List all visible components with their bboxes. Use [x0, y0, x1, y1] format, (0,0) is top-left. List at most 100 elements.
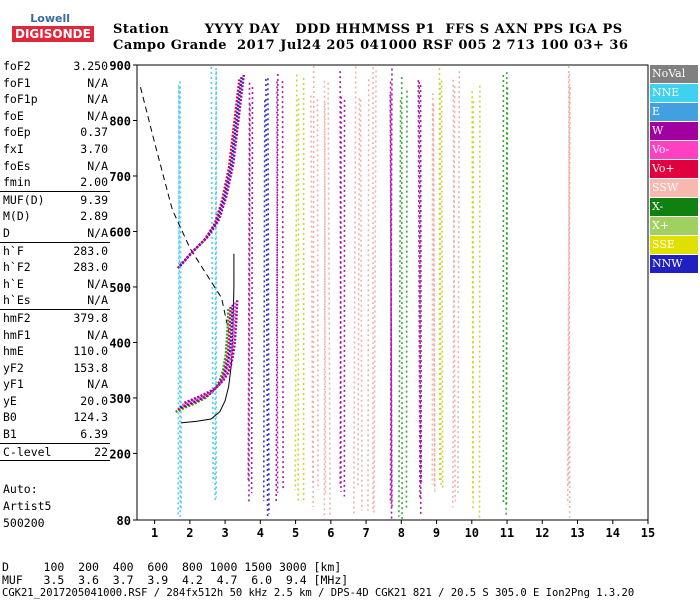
x-tick-label: 12 [535, 526, 549, 540]
interference-column [505, 87, 509, 517]
param-separator [0, 460, 110, 462]
x-tick-label: 6 [327, 526, 334, 540]
interference-column [327, 82, 331, 517]
param-value: 379.8 [73, 310, 108, 325]
param-value: 3.70 [80, 141, 108, 156]
param-label: hmF1 [3, 327, 31, 342]
y-tick-label: 800 [109, 114, 131, 128]
param-row: fxI 3.70 [0, 141, 112, 158]
interference-column [210, 66, 214, 483]
param-row: C-level 22 [0, 444, 112, 461]
param-value: 0.37 [80, 125, 108, 140]
interference-column [281, 81, 284, 490]
interference-column [457, 71, 461, 493]
interference-column [373, 70, 377, 514]
legend-item-sse: SSE [650, 236, 698, 254]
param-value: 153.8 [73, 360, 108, 375]
interference-column [352, 66, 357, 517]
param-label: yE [3, 393, 17, 408]
param-label: D [3, 225, 10, 240]
footer-muf-row: MUF 3.5 3.6 3.7 3.9 4.2 4.7 6.0 9.4 [MHz… [2, 573, 349, 587]
interference-column [247, 82, 251, 482]
param-label: hmF2 [3, 310, 31, 325]
x-tick-label: 3 [221, 526, 228, 540]
legend-item-ssw: SSW [650, 179, 698, 197]
x-tick-label: 4 [257, 526, 264, 540]
interference-column [359, 99, 363, 511]
param-separator [0, 442, 110, 444]
o-trace [183, 300, 239, 405]
x-tick-label: 13 [570, 526, 584, 540]
x-tick-label: 10 [465, 526, 479, 540]
legend-item-vo: Vo+ [650, 160, 698, 178]
footer-file-info: CGK21_2017205041000.RSF / 284fx512h 50 k… [2, 587, 635, 599]
param-value: 283.0 [73, 243, 108, 258]
param-value: 110.0 [73, 344, 108, 359]
interference-column [316, 99, 319, 491]
artist-label: Artist5 [3, 499, 52, 513]
legend-item-x: X+ [650, 217, 698, 235]
param-row: h`F2 283.0 [0, 259, 112, 276]
second-hop-trace [181, 74, 245, 265]
footer-distance-row: D 100 200 400 600 800 1000 1500 3000 [km… [2, 560, 342, 574]
param-label: C-level [3, 444, 52, 459]
param-label: h`Es [3, 293, 31, 308]
logo-lowell: Lowell [30, 12, 70, 25]
legend-item-vo: Vo- [650, 141, 698, 159]
param-value: N/A [87, 377, 108, 392]
interference-column [439, 82, 442, 485]
param-row: MUF(D) 9.39 [0, 192, 112, 209]
y-tick-label: 600 [109, 225, 131, 239]
param-separator [0, 241, 110, 243]
interference-column [323, 80, 327, 493]
param-row: B0 124.3 [0, 409, 112, 426]
x-tick-label: 11 [500, 526, 514, 540]
y-tick-label: 300 [109, 392, 131, 406]
param-label: yF1 [3, 377, 24, 392]
interference-column [294, 74, 298, 491]
param-label: h`E [3, 276, 24, 291]
header-values: Campo Grande 2017 Jul24 205 041000 RSF 0… [113, 38, 629, 53]
param-value: N/A [87, 108, 108, 123]
param-label: B0 [3, 410, 17, 425]
param-row: h`F 283.0 [0, 243, 112, 260]
param-label: foF1p [3, 92, 38, 107]
auto-label: Auto: [3, 482, 38, 496]
param-label: M(D) [3, 209, 31, 224]
param-label: foF1 [3, 75, 31, 90]
param-value: N/A [87, 276, 108, 291]
interference-column [339, 71, 342, 492]
param-label: yF2 [3, 360, 24, 375]
param-value: N/A [87, 327, 108, 342]
param-row: yF1 N/A [0, 376, 112, 393]
param-row: h`Es N/A [0, 292, 112, 309]
legend-item-nne: NNE [650, 84, 698, 102]
param-row: h`E N/A [0, 276, 112, 293]
legend-item-w: W [650, 122, 698, 140]
param-label: fxI [3, 141, 24, 156]
param-row: foF2 3.250 [0, 58, 112, 75]
param-row: yE 20.0 [0, 393, 112, 410]
interference-column [262, 100, 266, 502]
param-value: 283.0 [73, 260, 108, 275]
legend-item-e: E [650, 103, 698, 121]
param-value: N/A [87, 293, 108, 308]
param-value: 22 [94, 444, 108, 459]
interference-column [566, 73, 571, 505]
interference-column [567, 87, 571, 484]
x-tick-label: 8 [398, 526, 405, 540]
x-tick-label: 15 [641, 526, 655, 540]
param-separator [0, 190, 110, 192]
interference-column [275, 73, 279, 502]
param-label: h`F [3, 243, 24, 258]
y-tick-label: 80 [117, 514, 131, 528]
param-label: foEs [3, 158, 31, 173]
param-label: foE [3, 108, 24, 123]
legend-item-nnw: NNW [650, 255, 698, 273]
param-label: B1 [3, 427, 17, 442]
interference-column [179, 81, 183, 509]
interference-column [177, 85, 182, 517]
param-label: h`F2 [3, 260, 31, 275]
param-label: foEp [3, 125, 31, 140]
interference-column [451, 86, 456, 508]
